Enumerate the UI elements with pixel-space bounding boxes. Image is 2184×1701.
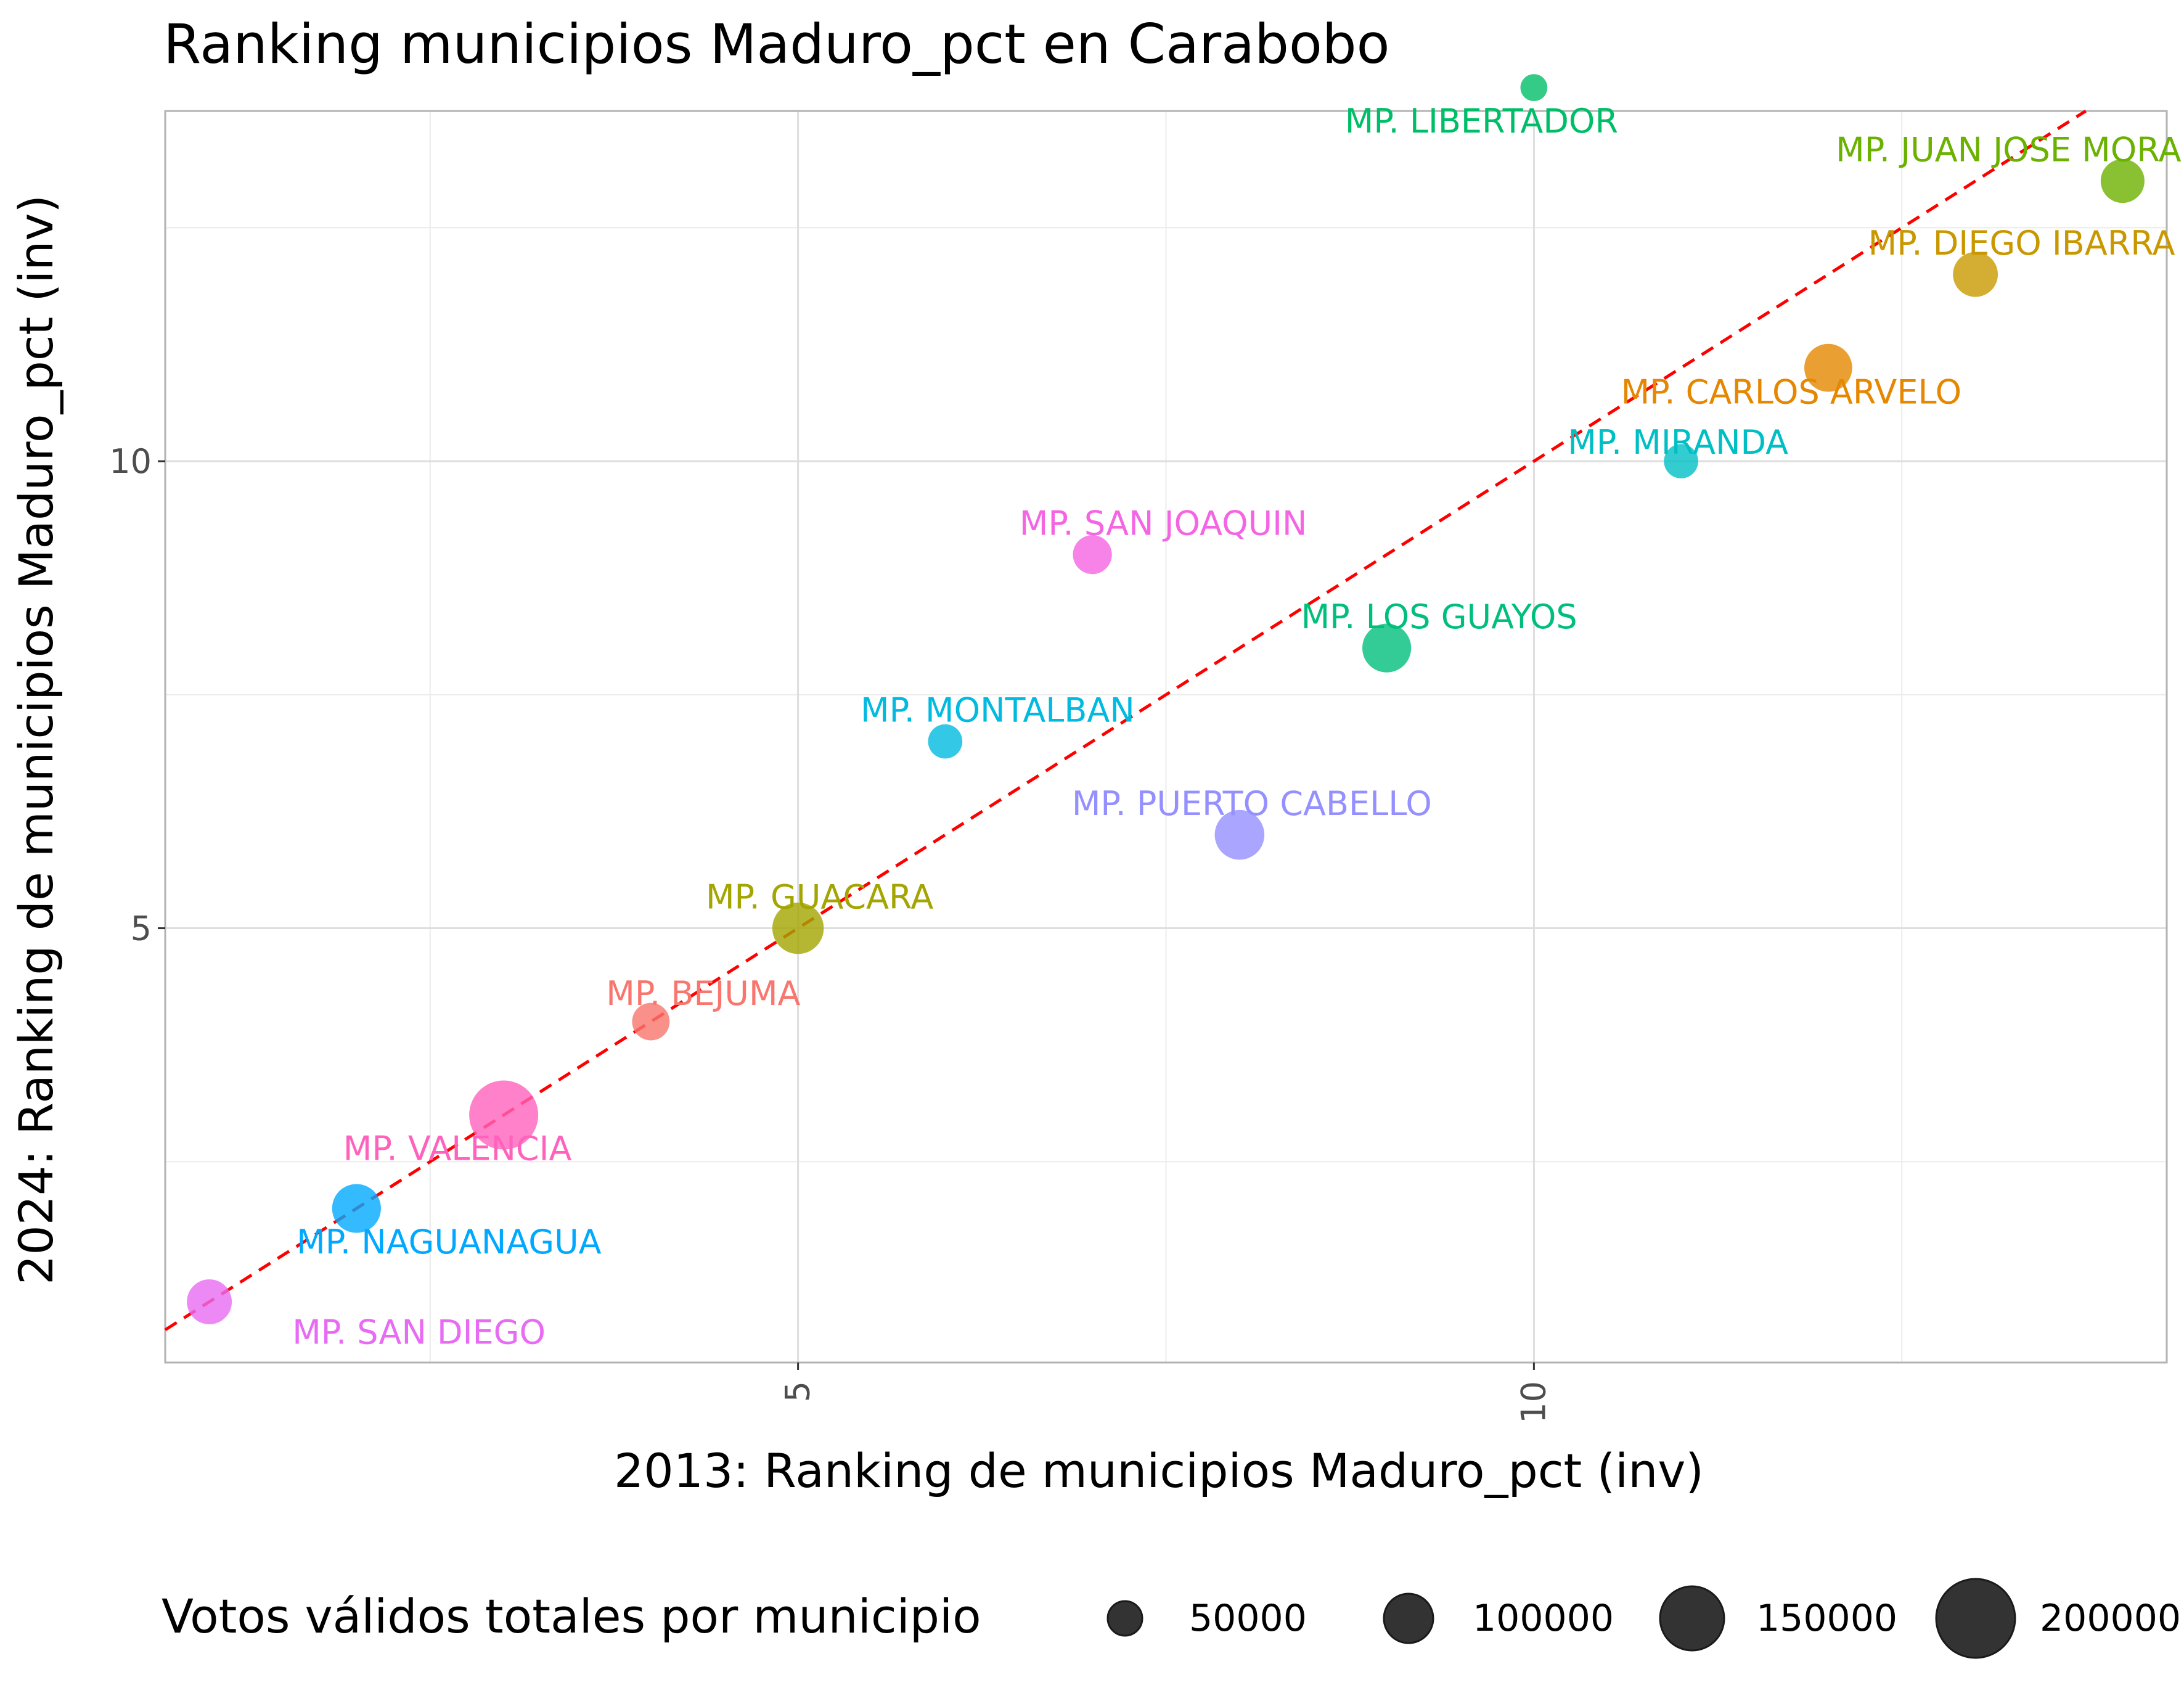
y-tick-label: 5 <box>131 909 152 948</box>
data-point <box>1520 74 1548 102</box>
data-point-label: MP. SAN DIEGO <box>292 1313 546 1352</box>
legend-title: Votos válidos totales por municipio <box>162 1589 981 1644</box>
data-point-label: MP. VALENCIA <box>343 1129 572 1168</box>
data-point-label: MP. GUACARA <box>706 878 933 917</box>
data-point-label: MP. MIRANDA <box>1568 423 1788 462</box>
y-tick-label: 10 <box>109 442 152 481</box>
data-point <box>1073 535 1112 575</box>
panel-border <box>164 110 2168 1364</box>
data-point <box>1953 252 1998 297</box>
legend-key-label: 150000 <box>1756 1597 1897 1640</box>
data-point <box>187 1279 232 1324</box>
data-point-label: MP. LIBERTADOR <box>1345 102 1618 141</box>
legend-key-circle <box>1935 1578 2016 1659</box>
data-point-label: MP. SAN JOAQUIN <box>1020 504 1307 543</box>
legend-key-circle <box>1659 1585 1725 1652</box>
size-legend: Votos válidos totales por municipio 5000… <box>162 1578 2181 1659</box>
data-point-label: MP. DIEGO IBARRA <box>1868 224 2175 263</box>
data-point <box>1664 444 1698 478</box>
x-tick-label: 10 <box>1514 1381 1553 1424</box>
data-point <box>928 724 963 759</box>
x-axis-label: 2013: Ranking de municipios Maduro_pct (… <box>614 1443 1704 1498</box>
x-tick-label: 5 <box>779 1381 817 1402</box>
chart-title: Ranking municipios Maduro_pct en Carabob… <box>163 12 1390 76</box>
legend-key-label: 50000 <box>1189 1597 1307 1640</box>
data-point <box>632 1002 670 1041</box>
data-point-label: MP. CARLOS ARVELO <box>1621 373 1962 412</box>
data-point <box>469 1080 539 1150</box>
legend-key-circle <box>1383 1592 1434 1644</box>
data-point <box>2100 159 2145 203</box>
data-point-label: MP. LOS GUAYOS <box>1301 597 1577 636</box>
data-point-label: MP. MONTALBAN <box>861 691 1135 730</box>
legend-key-label: 100000 <box>1473 1597 1614 1640</box>
data-point <box>772 902 824 954</box>
data-point-label: MP. JUAN JOSE MORA <box>1836 131 2181 170</box>
data-point-label: MP. PUERTO CABELLO <box>1072 784 1432 823</box>
data-point <box>332 1184 381 1233</box>
y-axis-label: 2024: Ranking de municipios Maduro_pct (… <box>9 195 63 1285</box>
data-point-label: MP. NAGUANAGUA <box>297 1223 602 1261</box>
data-point-label: MP. BEJUMA <box>606 974 800 1013</box>
data-point <box>1214 810 1265 860</box>
plot-area: 5 10 5 10 MP. SAN DIEGO MP. NAGUANAGUA MP. VAL… <box>109 74 2182 1424</box>
legend-key-label: 200000 <box>2040 1597 2181 1640</box>
data-point <box>1804 343 1852 392</box>
legend-key-circle <box>1106 1600 1143 1637</box>
data-point <box>1362 623 1412 673</box>
